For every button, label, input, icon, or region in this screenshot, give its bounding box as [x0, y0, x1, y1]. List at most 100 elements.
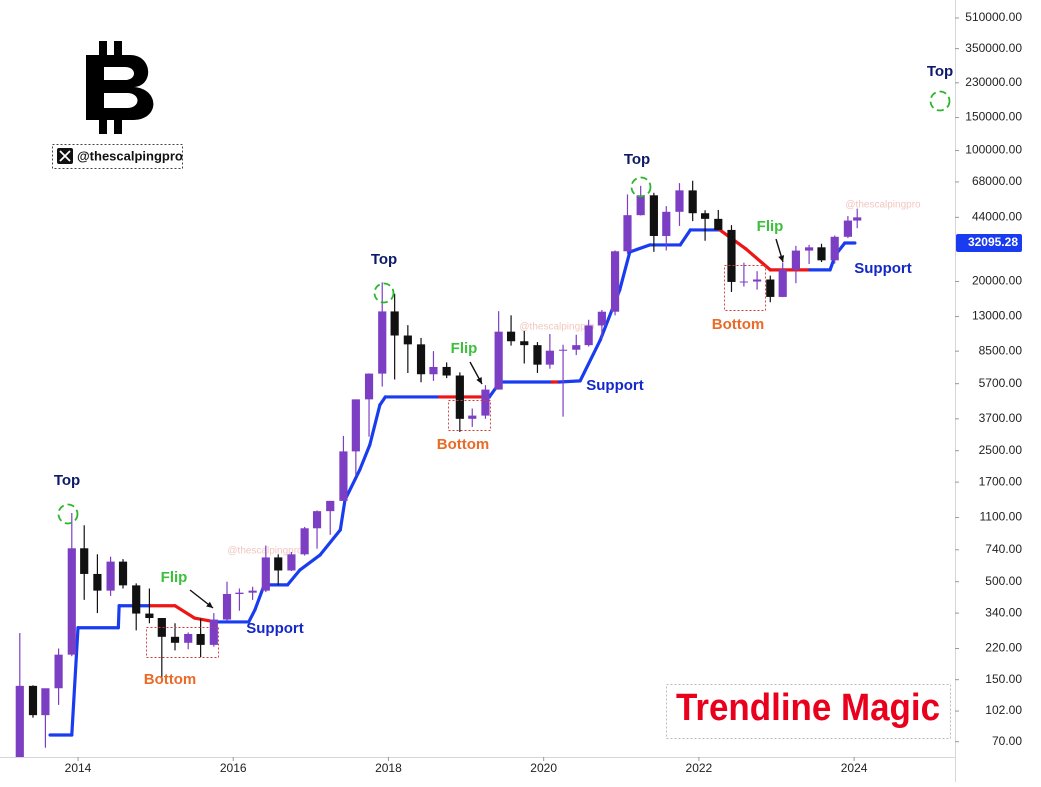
x-tick-label: 2016	[220, 761, 247, 775]
candle-body	[455, 375, 464, 419]
candle-body	[533, 345, 542, 365]
candle-body	[853, 217, 862, 221]
price-label: 32095.28	[968, 235, 1018, 249]
bitcoin-logo	[86, 41, 154, 134]
candle-body	[41, 688, 50, 716]
y-tick-label: 230000.00	[965, 75, 1022, 89]
top-marker	[373, 282, 395, 304]
candle-body	[339, 451, 348, 501]
candle-body	[817, 247, 826, 261]
y-tick-label: 340.00	[985, 605, 1022, 619]
trendline-segment	[318, 528, 342, 557]
y-tick-label: 500.00	[985, 574, 1022, 588]
y-tick-label: 8500.00	[979, 343, 1023, 357]
trendline-segment	[618, 250, 632, 292]
annotations: Top Top Top Top Flip Flip Flip Support Support Su…	[54, 63, 953, 688]
plot-area: @thescalpingpro @thescalpingpro @thescalpi…	[15, 180, 921, 757]
candle-body	[778, 269, 787, 297]
bottom-zone	[146, 627, 219, 658]
candle-body	[145, 613, 154, 619]
candle-body	[572, 345, 581, 350]
y-tick-label: 100000.00	[965, 143, 1022, 157]
candle-body	[287, 554, 296, 571]
candle-body	[649, 195, 658, 236]
candle-body	[378, 311, 387, 374]
candle-body	[766, 279, 775, 297]
y-tick-label: 20000.00	[972, 274, 1022, 288]
candle-body	[610, 251, 620, 312]
candle-body	[170, 636, 180, 643]
title-box: Trendline Magic	[666, 684, 951, 739]
trendline-down-segment	[743, 246, 772, 272]
trendline-segment	[298, 553, 322, 572]
top-label: Top	[371, 251, 397, 268]
candle-body	[662, 211, 671, 236]
x-logo-mark	[59, 150, 71, 162]
y-tick-label: 1100.00	[980, 510, 1023, 524]
y-tick-label: 2500.00	[979, 443, 1023, 457]
candle-body	[351, 399, 360, 452]
candle-body	[714, 218, 723, 230]
y-tick-label: 150.00	[985, 672, 1022, 686]
y-tick-label: 44000.00	[972, 210, 1022, 224]
candle-body	[623, 215, 632, 252]
x-tick-label: 2014	[65, 761, 92, 775]
x-tick-label: 2022	[686, 761, 713, 775]
candle-body	[67, 548, 76, 655]
y-tick-label: 220.00	[985, 641, 1022, 655]
trendline-down-segment	[173, 604, 197, 620]
handle: @thescalpingpro	[77, 148, 183, 163]
trendline-segment	[70, 626, 80, 737]
candle-body	[636, 195, 645, 216]
flip-label: Flip	[451, 340, 478, 357]
bottom-label: Bottom	[144, 671, 197, 688]
y-tick-label: 5700.00	[979, 376, 1023, 390]
candle-body	[300, 528, 309, 555]
candle-body	[805, 247, 814, 251]
y-tick-label: 1700.00	[979, 474, 1023, 488]
candle-body	[545, 350, 554, 365]
candle-body	[364, 373, 374, 400]
candle-body	[468, 415, 477, 419]
candle-body	[390, 311, 399, 336]
trendline-segment	[358, 443, 372, 472]
flip-label: Flip	[757, 218, 784, 235]
trendline-segment	[557, 379, 582, 384]
watermark: @thescalpingpro	[845, 200, 921, 211]
candle-body	[520, 341, 529, 346]
candle-body	[326, 500, 335, 512]
candle-body	[442, 366, 451, 376]
candle-body	[28, 685, 38, 716]
top-marker	[630, 176, 652, 198]
y-tick-label: 510000.00	[965, 10, 1022, 24]
candle-body	[791, 250, 800, 270]
price-label-box	[956, 234, 1022, 253]
y-tick-label: 70.00	[992, 734, 1022, 748]
flip-arrowhead	[778, 255, 785, 262]
candle-body	[312, 511, 322, 529]
top-marker	[57, 503, 79, 525]
trendline-segment	[368, 403, 382, 447]
trendline-segment	[628, 243, 652, 254]
candle-body	[701, 213, 710, 219]
flip-label: Flip	[161, 569, 188, 586]
candle-body	[15, 685, 24, 757]
trendline-segment	[285, 568, 302, 587]
candle-body	[106, 561, 115, 591]
candle-body	[843, 220, 852, 237]
chart-title: Trendline Magic	[676, 687, 940, 729]
bottom-zone	[448, 400, 491, 431]
x-tick-label: 2024	[841, 761, 868, 775]
candle-body	[429, 366, 438, 375]
bottom-zone	[724, 265, 766, 311]
flip-arrowhead	[476, 377, 482, 384]
candle-body	[261, 557, 270, 591]
trendline-segment	[116, 604, 121, 630]
candle-body	[274, 557, 283, 571]
y-tick-label: 740.00	[985, 542, 1022, 556]
candle-body	[403, 335, 412, 345]
bottom-label: Bottom	[437, 436, 490, 453]
trendline-segment	[247, 608, 257, 624]
candle-body	[118, 561, 128, 586]
trendline-segment	[338, 498, 347, 532]
